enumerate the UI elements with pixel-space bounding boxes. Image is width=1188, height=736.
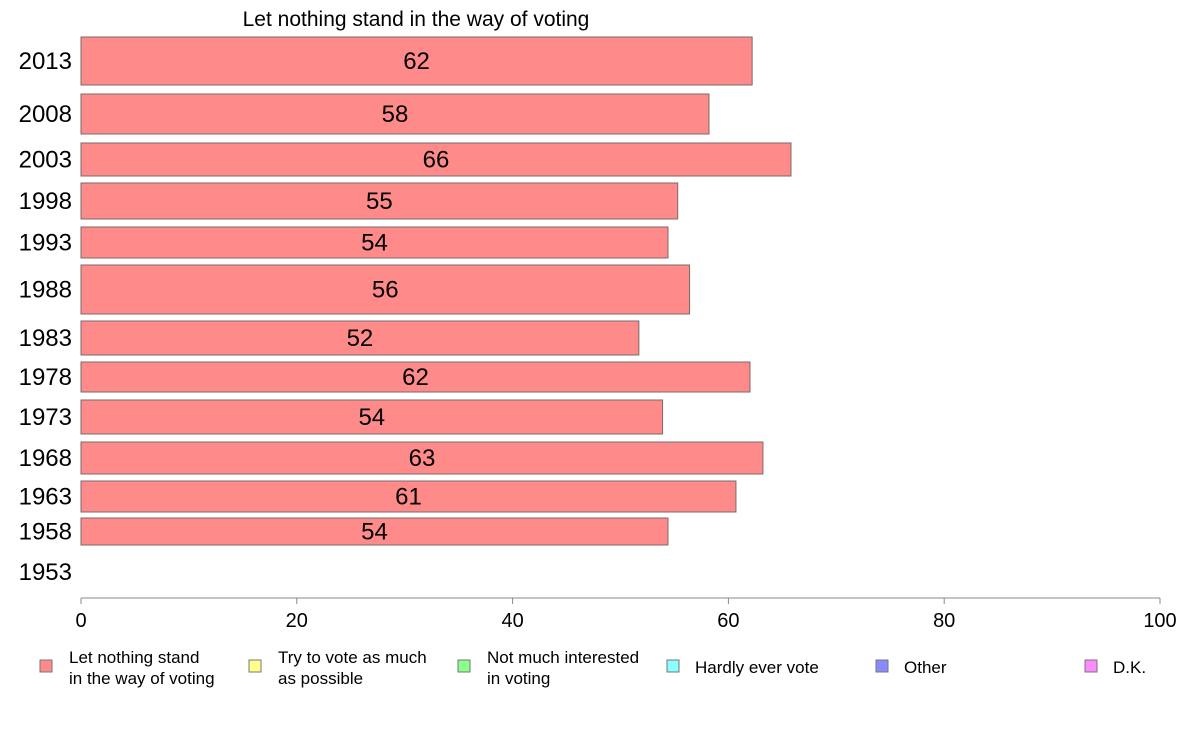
legend-label: Hardly ever vote: [695, 658, 819, 677]
data-label: 55: [366, 188, 393, 215]
x-tick-label: 0: [75, 610, 86, 632]
legend-label: Let nothing stand: [69, 648, 199, 667]
legend-swatch: [39, 659, 53, 673]
bar: [80, 264, 691, 315]
data-label: 54: [358, 404, 385, 431]
legend-label: D.K.: [1113, 658, 1146, 677]
y-tick-label: 1963: [19, 484, 72, 511]
bar: [80, 226, 669, 259]
x-tick-label: 100: [1143, 610, 1176, 632]
data-label: 56: [372, 277, 399, 304]
data-label: 63: [409, 445, 436, 472]
legend-label: Other: [904, 658, 947, 677]
data-label: 52: [347, 325, 374, 352]
bars-group: 2013 62 2008 58 2003 66 1998 55 1993 54 1988 56 1983…: [19, 36, 792, 586]
x-tick-label: 80: [933, 610, 955, 632]
data-label: 62: [403, 48, 430, 75]
bar: [80, 517, 669, 546]
data-label: 61: [395, 484, 422, 511]
legend-swatch: [875, 659, 889, 673]
legend-label: as possible: [278, 669, 363, 688]
legend-swatch: [248, 659, 262, 673]
y-tick-label: 1958: [19, 519, 72, 546]
data-label: 54: [361, 519, 388, 546]
legend-label: Try to vote as much: [278, 648, 427, 667]
y-tick-label: 1983: [19, 325, 72, 352]
y-tick-label: 2008: [19, 101, 72, 128]
y-tick-label: 1968: [19, 445, 72, 472]
y-tick-label: 2013: [19, 48, 72, 75]
bar: [80, 36, 753, 86]
chart-title: Let nothing stand in the way of voting: [243, 8, 590, 31]
bar: [80, 320, 640, 356]
bar: [80, 441, 764, 475]
bar: [80, 93, 710, 135]
data-label: 66: [423, 147, 450, 174]
x-tick-label: 20: [286, 610, 308, 632]
y-tick-label: 1993: [19, 230, 72, 257]
legend-swatch: [666, 659, 680, 673]
legend: Let nothing stand in the way of voting Try…: [39, 648, 1146, 688]
bar: [80, 142, 792, 177]
data-label: 58: [382, 101, 409, 128]
y-tick-label: 1988: [19, 277, 72, 304]
x-tick-label: 60: [717, 610, 739, 632]
y-tick-label: 1978: [19, 364, 72, 391]
y-tick-label: 1973: [19, 404, 72, 431]
bar: [80, 361, 751, 393]
x-axis: 0 20 40 60 80 100: [75, 597, 1177, 632]
y-tick-label: 2003: [19, 147, 72, 174]
legend-label: Not much interested: [487, 648, 639, 667]
y-tick-label: 1953: [19, 559, 72, 586]
bar: [80, 182, 679, 220]
data-label: 62: [402, 364, 429, 391]
legend-label: in the way of voting: [69, 669, 215, 688]
legend-label: in voting: [487, 669, 550, 688]
legend-swatch: [1084, 659, 1098, 673]
legend-swatch: [457, 659, 471, 673]
bar: [80, 399, 664, 435]
data-label: 54: [361, 230, 388, 257]
x-tick-label: 40: [501, 610, 523, 632]
bar: [80, 480, 737, 513]
y-tick-label: 1998: [19, 188, 72, 215]
